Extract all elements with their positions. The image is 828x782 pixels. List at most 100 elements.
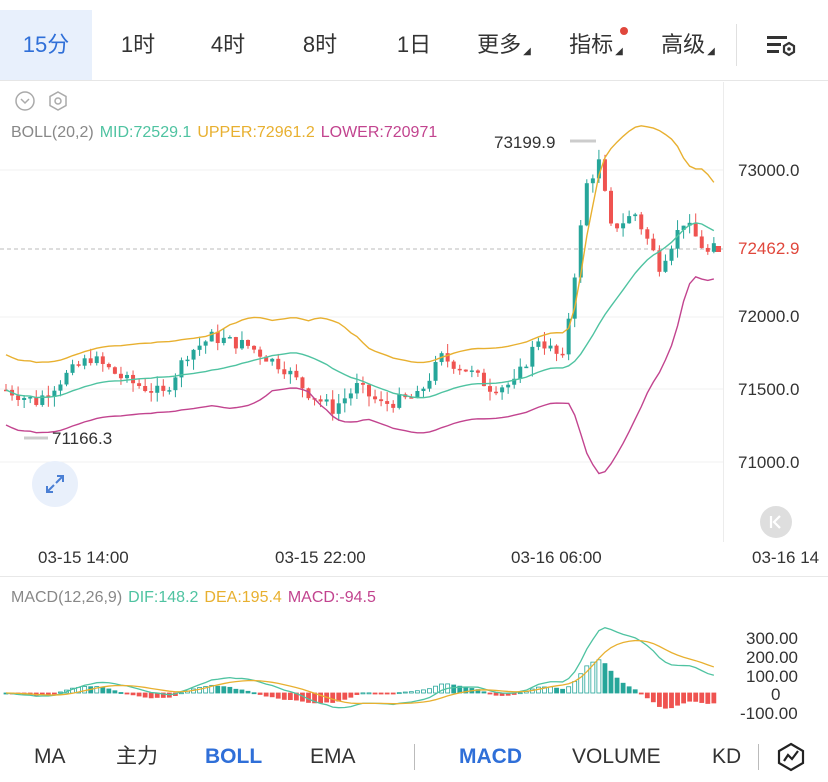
tab-1d[interactable]: 1日 — [376, 10, 452, 80]
tab-1h[interactable]: 1时 — [100, 10, 176, 80]
macd-histogram-bar — [566, 686, 572, 694]
tab-indicators[interactable]: 指标 ◢ — [558, 10, 634, 80]
candle-body — [112, 367, 117, 374]
high-price-label: 73199.9 — [494, 133, 556, 152]
price-axis-divider — [723, 82, 724, 542]
candle-body — [705, 247, 710, 252]
macd-histogram-bar — [269, 692, 275, 698]
collapse-icon[interactable] — [15, 91, 35, 111]
timeframe-bar: 15分 1时 4时 8时 1日 更多 ◢ 指标 ◢ 高级 ◢ — [0, 10, 828, 80]
macd-histogram-bar — [596, 659, 602, 694]
indicator-tab-volume[interactable]: VOLUME — [572, 745, 661, 768]
candle-body — [270, 358, 275, 362]
candle-body — [94, 356, 99, 364]
macd-histogram-bar — [590, 661, 596, 694]
candle-body — [88, 358, 93, 364]
candle-body — [276, 358, 281, 370]
candle-body — [584, 183, 589, 226]
macd-histogram-bar — [106, 688, 112, 694]
candle-body — [282, 369, 287, 375]
tab-label: 高级 — [661, 32, 706, 57]
candle-body — [209, 331, 214, 342]
tab-advanced[interactable]: 高级 ◢ — [650, 10, 726, 80]
macd-histogram-bar — [384, 692, 390, 695]
candle-body — [379, 399, 384, 402]
settings-list-icon[interactable] — [764, 32, 798, 60]
indicator-tab-macd[interactable]: MACD — [459, 745, 522, 768]
macd-histogram-bar — [487, 692, 493, 695]
candle-body — [596, 159, 601, 179]
candle-body — [348, 393, 353, 399]
indicator-tab-ema[interactable]: EMA — [310, 745, 356, 768]
settings-hexagon-icon[interactable] — [49, 91, 67, 111]
macd-histogram-bar — [451, 684, 457, 694]
boll-upper: UPPER:72961.2 — [197, 124, 315, 141]
tab-15m[interactable]: 15分 — [0, 10, 92, 80]
tab-4h[interactable]: 4时 — [190, 10, 266, 80]
candle-body — [609, 190, 613, 224]
macd-histogram-bar — [160, 692, 166, 698]
candle-body — [118, 373, 123, 379]
macd-histogram-bar — [421, 689, 426, 694]
candle-body — [342, 398, 347, 404]
price-axis-label: 72000.0 — [738, 307, 800, 326]
candle-body — [427, 380, 432, 389]
indicator-tab-boll[interactable]: BOLL — [205, 745, 263, 768]
candle-body — [16, 395, 21, 400]
macd-histogram-bar — [402, 691, 408, 694]
tab-label: 15分 — [22, 32, 70, 57]
candle-body — [669, 248, 674, 261]
macd-histogram-bar — [693, 692, 699, 702]
candle-body — [572, 277, 577, 319]
tab-8h[interactable]: 8时 — [282, 10, 358, 80]
candle-body — [125, 374, 129, 379]
candle-body — [264, 356, 269, 362]
candle-body — [481, 372, 486, 387]
macd-histogram-bar — [638, 692, 644, 695]
macd-histogram-bar — [58, 691, 63, 694]
candle-body — [391, 403, 396, 408]
candle-body — [554, 345, 559, 354]
price-axis-label: 73000.0 — [738, 161, 800, 180]
candle-body — [52, 390, 57, 397]
drawing-tool-icon[interactable] — [776, 742, 806, 772]
macd-histogram-bar — [245, 690, 251, 694]
indicator-tab-ma[interactable]: MA — [34, 745, 66, 768]
expand-button[interactable] — [32, 461, 78, 507]
macd-histogram-bar — [669, 692, 674, 709]
notification-dot — [620, 27, 628, 35]
candle-body — [615, 223, 620, 229]
macd-histogram-bar — [330, 692, 336, 703]
divider — [0, 80, 828, 81]
candle-body — [651, 238, 656, 251]
macd-histogram-bar — [372, 692, 378, 695]
macd-histogram-bar — [493, 692, 499, 696]
current-price-label: 72462.9 — [738, 239, 800, 258]
boll-lower: LOWER:720971 — [320, 124, 438, 141]
candle-body — [421, 388, 426, 392]
candle-body — [155, 385, 160, 393]
scroll-to-latest-icon — [769, 515, 781, 529]
candle-body — [463, 369, 468, 372]
candle-body — [46, 395, 51, 397]
macd-histogram-bar — [699, 692, 705, 703]
macd-histogram-bar — [239, 689, 245, 694]
macd-histogram-bar — [275, 692, 281, 699]
candle-body — [288, 370, 293, 375]
macd-histogram-bar — [414, 690, 420, 694]
indicator-tab-main-force[interactable]: 主力 — [116, 745, 158, 768]
tab-separator — [414, 744, 415, 770]
boll-legend: BOLL(20,2) MID:72529.1 UPPER:72961.2 LOWER:… — [11, 124, 443, 142]
tab-more[interactable]: 更多 ◢ — [466, 10, 542, 80]
candle-body — [451, 361, 456, 369]
macd-histogram-bar — [124, 692, 130, 695]
scroll-to-latest-button[interactable] — [760, 506, 792, 538]
candle-body — [40, 395, 45, 405]
candle-body — [82, 358, 87, 366]
macd-histogram-bar — [433, 685, 438, 694]
macd-histogram-bar — [209, 684, 215, 694]
candle-body — [488, 386, 492, 392]
candle-body — [475, 370, 480, 373]
indicator-tab-kd[interactable]: KD — [712, 745, 742, 768]
